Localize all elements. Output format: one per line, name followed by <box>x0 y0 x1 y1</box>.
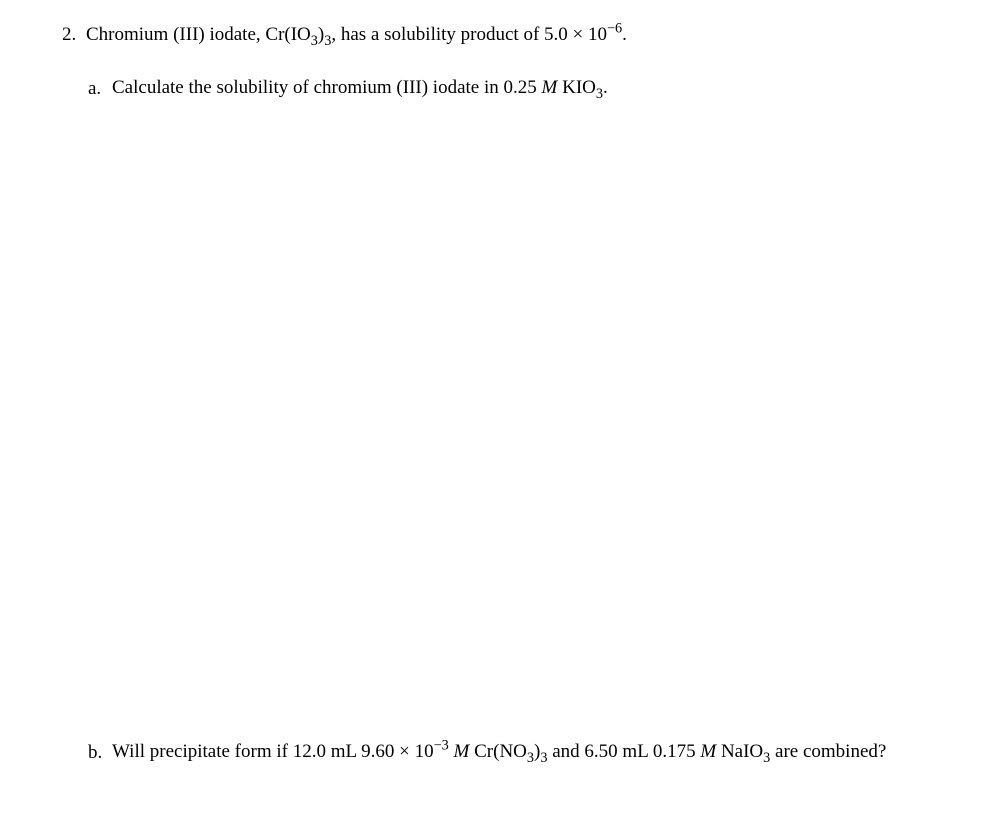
italic-text: M <box>542 77 558 98</box>
subscript: 3 <box>596 85 603 101</box>
sub-question-b-text: Will precipitate form if 12.0 mL 9.60 × … <box>112 740 886 765</box>
text-segment: Will precipitate form if 12.0 mL 9.60 × … <box>112 741 434 762</box>
subscript: 3 <box>527 750 534 766</box>
sub-question-letter: b. <box>88 740 112 766</box>
sub-question-b: b. Will precipitate form if 12.0 mL 9.60… <box>88 740 932 766</box>
italic-text: M <box>700 741 716 762</box>
superscript: −3 <box>434 738 449 754</box>
text-segment: , has a solubility product of 5.0 × 10 <box>331 24 607 45</box>
text-segment: . <box>603 77 608 98</box>
text-segment: NaIO <box>716 741 763 762</box>
text-segment: Cr(NO <box>469 741 527 762</box>
question-number: 2. <box>62 22 86 48</box>
question-main-text: Chromium (III) iodate, Cr(IO3)3, has a s… <box>86 22 627 48</box>
question-container: 2. Chromium (III) iodate, Cr(IO3)3, has … <box>62 22 932 101</box>
text-segment: KIO <box>557 77 596 98</box>
sub-question-letter: a. <box>88 76 112 102</box>
text-segment: Calculate the solubility of chromium (II… <box>112 77 542 98</box>
sub-question-a: a. Calculate the solubility of chromium … <box>88 76 932 102</box>
superscript: −6 <box>607 21 622 37</box>
text-segment: . <box>622 24 627 45</box>
text-segment: Chromium (III) iodate, Cr(IO <box>86 24 311 45</box>
sub-question-a-text: Calculate the solubility of chromium (II… <box>112 76 608 101</box>
text-segment: are combined? <box>770 741 886 762</box>
question-main: 2. Chromium (III) iodate, Cr(IO3)3, has … <box>62 22 932 48</box>
italic-text: M <box>454 741 470 762</box>
subscript: 3 <box>311 33 318 49</box>
text-segment: and 6.50 mL 0.175 <box>547 741 700 762</box>
